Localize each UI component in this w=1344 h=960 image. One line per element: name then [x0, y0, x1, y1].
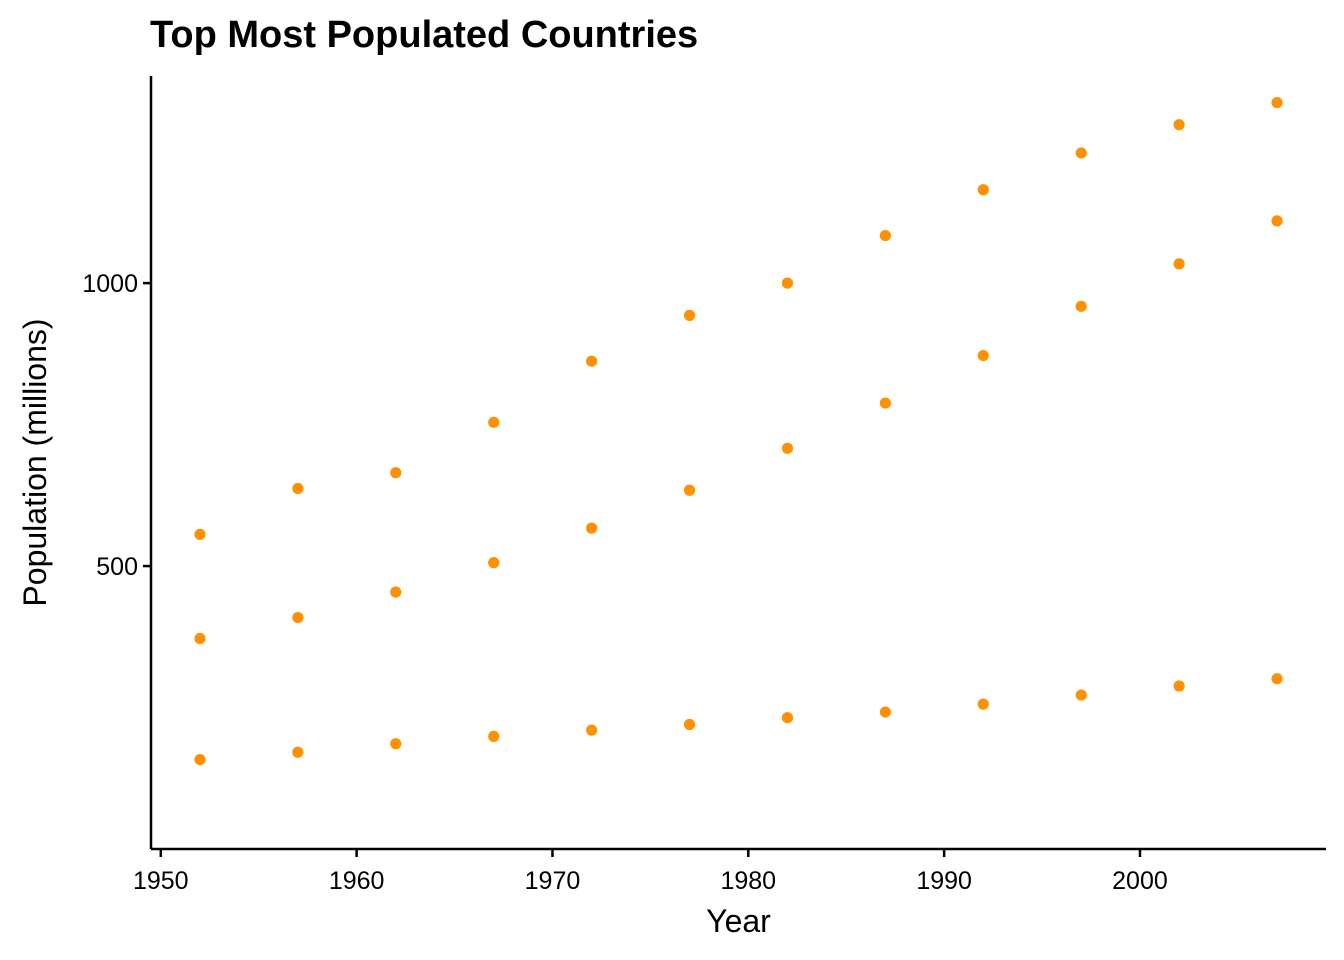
data-point [1075, 147, 1087, 159]
data-points [194, 97, 1283, 766]
data-point [683, 718, 696, 731]
data-point [194, 528, 206, 540]
data-point [488, 416, 500, 428]
data-point [781, 277, 794, 289]
y-tick-label: 500 [96, 553, 138, 581]
data-point [1075, 300, 1087, 312]
data-point [1271, 97, 1283, 109]
data-point [488, 557, 500, 569]
x-tick-label: 1980 [720, 867, 776, 895]
x-axis-ticks: 1950 1960 1970 1980 1990 2000 [133, 849, 1168, 895]
data-point [879, 706, 891, 718]
data-point [683, 484, 696, 496]
data-point [683, 309, 696, 321]
chart-title: Top Most Populated Countries [150, 14, 699, 56]
data-point [390, 467, 402, 479]
data-point [1271, 215, 1283, 227]
y-axis-ticks: 500 1000 [82, 270, 151, 581]
x-tick-label: 1970 [525, 867, 581, 895]
x-tick-label: 1950 [133, 867, 189, 895]
x-tick-label: 1990 [916, 867, 972, 895]
data-point [292, 482, 304, 495]
x-axis-title: Year [706, 903, 771, 939]
data-point [781, 712, 794, 724]
data-point [390, 738, 402, 750]
y-axis-title: Population (millions) [17, 318, 53, 606]
data-point [1173, 680, 1185, 692]
data-point [879, 229, 891, 242]
data-point [390, 586, 402, 598]
data-point [586, 724, 598, 736]
x-tick-label: 1960 [329, 867, 385, 895]
data-point [1271, 673, 1283, 685]
data-point [1173, 258, 1185, 270]
data-point [586, 355, 598, 367]
data-point [977, 184, 989, 196]
data-point [194, 753, 206, 766]
data-point [879, 397, 891, 409]
data-point [292, 746, 304, 758]
data-point [1173, 119, 1185, 131]
y-tick-label: 1000 [82, 270, 138, 298]
data-point [977, 349, 989, 362]
data-point [488, 730, 500, 742]
data-point [194, 632, 206, 645]
data-point [1075, 689, 1087, 701]
data-point [781, 442, 794, 454]
x-tick-label: 2000 [1112, 867, 1168, 895]
data-point [977, 698, 989, 710]
data-point [586, 522, 598, 534]
data-point [292, 611, 304, 624]
